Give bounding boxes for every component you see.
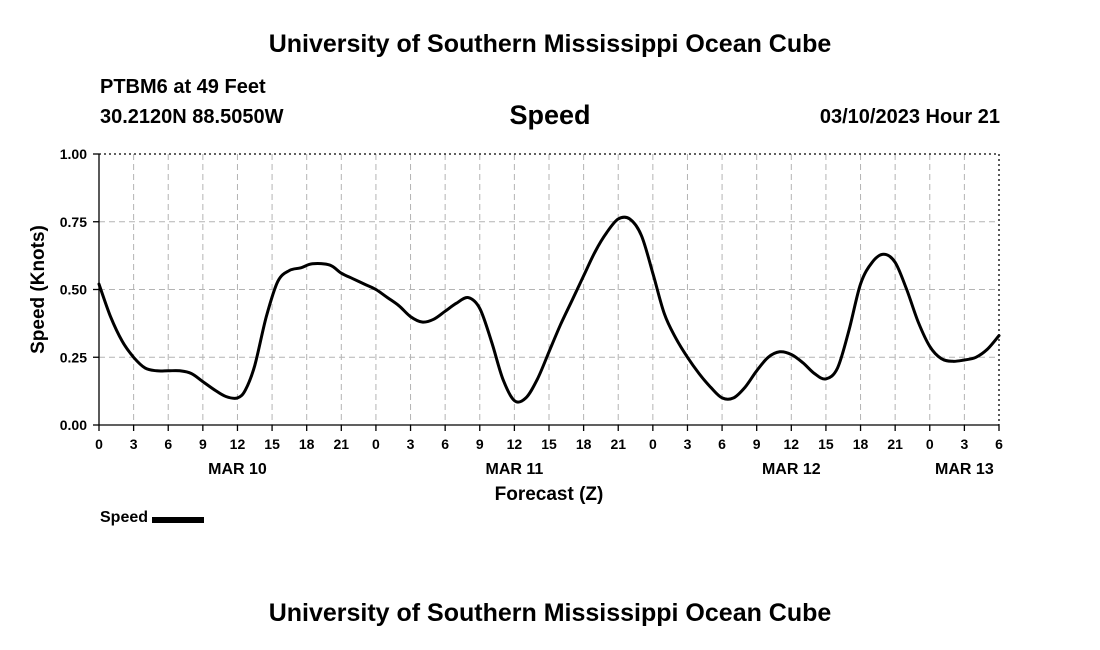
y-tick-label: 1.00	[60, 146, 87, 162]
y-tick-label: 0.50	[60, 282, 87, 298]
series-layer	[97, 215, 1001, 404]
x-tick-label: 12	[230, 436, 246, 452]
x-tick-label: 15	[818, 436, 834, 452]
x-tick-label: 18	[853, 436, 869, 452]
y-tick-label: 0.25	[60, 349, 87, 365]
x-tick-label: 6	[164, 436, 172, 452]
x-tick-label: 18	[299, 436, 315, 452]
x-tick-label: 6	[995, 436, 1003, 452]
x-tick-label: 0	[926, 436, 934, 452]
grid-lines	[99, 154, 999, 425]
x-tick-label: 9	[476, 436, 484, 452]
x-tick-label: 6	[718, 436, 726, 452]
x-tick-label: 0	[649, 436, 657, 452]
footer-title: University of Southern Mississippi Ocean…	[268, 599, 832, 627]
day-label: MAR 11	[485, 461, 543, 478]
x-tick-label: 3	[960, 436, 968, 452]
page-title: University of Southern Mississippi Ocean…	[268, 30, 832, 58]
x-tick-label: 3	[684, 436, 692, 452]
x-tick-label: 21	[334, 436, 350, 452]
y-tick-label: 0.75	[60, 214, 87, 230]
y-axis-title: Speed (Knots)	[28, 225, 49, 354]
day-label: MAR 10	[208, 461, 267, 478]
axis-labels: 0.00 0.25 0.50 0.75 1.00 0 3 6 9 12 15 18 21 0 3 6 9 12 15…	[28, 146, 1003, 505]
coordinates-label: 30.2120N 88.5050W	[100, 106, 284, 128]
x-tick-label: 15	[541, 436, 557, 452]
legend-label: Speed	[100, 509, 149, 526]
day-label: MAR 13	[935, 461, 994, 478]
legend-swatch	[152, 516, 205, 523]
x-tick-label: 3	[407, 436, 415, 452]
chart-title: Speed	[509, 100, 591, 130]
x-tick-label: 21	[610, 436, 626, 452]
x-tick-label: 9	[199, 436, 207, 452]
x-tick-label: 3	[130, 436, 138, 452]
x-tick-label: 21	[887, 436, 903, 452]
x-tick-label: 0	[95, 436, 103, 452]
x-axis-title: Forecast (Z)	[495, 484, 604, 505]
axes	[93, 153, 1000, 431]
legend: Speed	[100, 509, 205, 527]
speed-series-line	[97, 215, 1001, 404]
x-tick-label: 0	[372, 436, 380, 452]
x-tick-label: 6	[441, 436, 449, 452]
x-tick-label: 12	[507, 436, 523, 452]
y-tick-label: 0.00	[60, 417, 87, 433]
x-tick-label: 9	[753, 436, 761, 452]
timestamp-label: 03/10/2023 Hour 21	[819, 106, 1000, 128]
x-tick-label: 18	[576, 436, 592, 452]
station-label: PTBM6 at 49 Feet	[100, 76, 266, 98]
x-tick-label: 15	[264, 436, 280, 452]
day-label: MAR 12	[762, 461, 821, 478]
x-tick-label: 12	[784, 436, 800, 452]
